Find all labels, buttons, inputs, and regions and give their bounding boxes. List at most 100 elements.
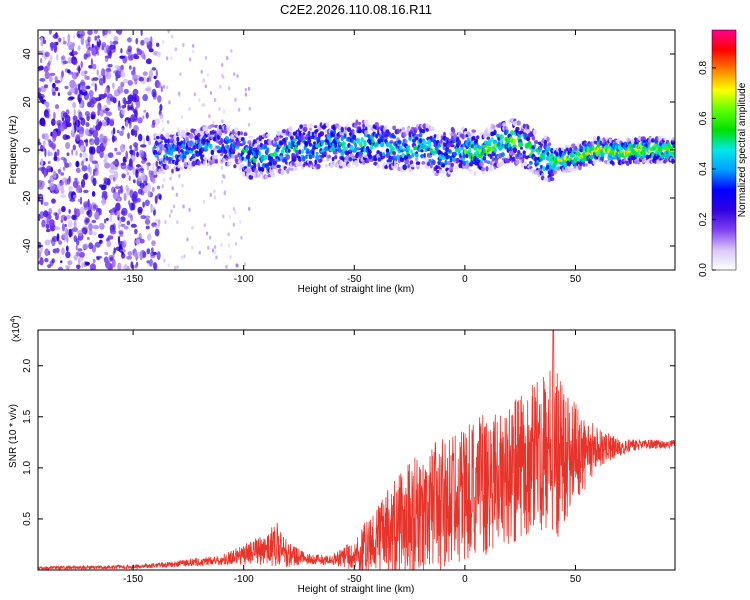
spectrogram-cell [53, 44, 58, 53]
spectrogram-cell [149, 251, 156, 257]
spectrogram-cell [520, 146, 523, 150]
spectrogram-cell [351, 161, 355, 166]
spectrogram-cell [94, 136, 100, 146]
spectrogram-cell [313, 141, 316, 145]
spectrogram-cell [102, 30, 106, 36]
spectrogram-cell [223, 190, 227, 194]
spectrogram-cell [202, 199, 206, 204]
spectrogram-cell [250, 170, 255, 176]
spectrogram-cell [141, 172, 146, 181]
spectrogram-cell [70, 129, 76, 138]
spectrogram-cell [78, 130, 84, 138]
spectrogram-cell [105, 217, 109, 221]
spectrogram-cell [58, 208, 62, 215]
snr-x-tick-label: 50 [570, 574, 582, 585]
spectrogram-cell [423, 153, 426, 158]
spectrogram-cell [481, 167, 485, 172]
spectrogram-y-tick-label: 40 [22, 48, 33, 60]
spectrogram-cell [52, 144, 56, 150]
spectrogram-cell [425, 123, 430, 129]
spectrogram-cell [204, 55, 208, 60]
spectrogram-cell [65, 142, 71, 149]
snr-x-tick-label: -150 [123, 574, 143, 585]
spectrogram-cell [301, 148, 304, 154]
spectrogram-cell [38, 68, 41, 72]
spectrogram-cell [77, 248, 83, 252]
spectrogram-cell [77, 198, 82, 203]
spectrogram-cell [219, 84, 222, 89]
spectrogram-cell [128, 57, 133, 61]
spectrogram-cell [188, 107, 191, 111]
spectrogram-cell [294, 145, 298, 152]
spectrogram-cell [63, 216, 67, 222]
spectrogram-cell [76, 264, 81, 270]
spectrogram-cell [153, 262, 158, 270]
spectrogram-cell [447, 149, 452, 153]
spectrogram-cell [377, 157, 382, 162]
spectrogram-cell [73, 122, 77, 126]
spectrogram-cell [72, 194, 77, 199]
spectrogram-cell [88, 223, 93, 231]
spectrogram-cell [91, 219, 97, 224]
spectrogram-cell [214, 155, 219, 160]
spectrogram-cell [133, 125, 139, 133]
spectrogram-cell [53, 111, 56, 120]
spectrogram-cell [243, 132, 248, 137]
spectrogram-cell [210, 124, 215, 128]
spectrogram-cell [105, 111, 113, 116]
spectrogram-cell [55, 41, 59, 46]
spectrogram-cell [52, 91, 56, 96]
colorbar-gradient [711, 29, 737, 271]
spectrogram-cell [105, 68, 110, 72]
spectrogram-cell [73, 207, 77, 216]
spectrogram-cell [349, 144, 354, 151]
spectrogram-cell [48, 74, 53, 83]
spectrogram-cell [222, 109, 226, 114]
spectrogram-x-label: Height of straight line (km) [298, 284, 415, 295]
spectrogram-cell [449, 165, 454, 172]
spectrogram-y-ticks: -40 -20 0 20 40 [22, 48, 675, 253]
spectrogram-cell [369, 158, 374, 162]
spectrogram-cell [115, 202, 121, 212]
spectrogram-cell [212, 121, 215, 125]
spectrogram-cell [92, 177, 97, 187]
spectrogram-cell [418, 138, 423, 144]
spectrogram-cell [248, 135, 253, 139]
spectrogram-cell [453, 133, 457, 139]
spectrogram-cell [315, 154, 319, 161]
spectrogram-cell [62, 40, 67, 45]
spectrogram-cell [57, 266, 64, 270]
spectrogram-cell [488, 142, 492, 147]
spectrogram-cell [304, 141, 309, 147]
spectrogram-cell [132, 66, 136, 72]
spectrogram-cell [491, 124, 496, 130]
spectrogram-cell [159, 104, 163, 111]
spectrogram-cell [81, 227, 88, 235]
spectrogram-cell [72, 180, 79, 188]
spectrogram-cell [97, 38, 100, 42]
spectrogram-cell [102, 197, 105, 206]
spectrogram-cell [325, 122, 330, 127]
spectrogram-cell [428, 142, 432, 148]
spectrogram-cell [58, 37, 62, 43]
spectrogram-cell [142, 115, 145, 120]
spectrogram-cell [50, 131, 53, 137]
spectrogram-cell [407, 146, 411, 152]
spectrogram-cell [129, 202, 135, 211]
spectrogram-y-tick-label: 0 [22, 147, 33, 153]
spectrogram-cell [75, 150, 78, 156]
spectrogram-cell [226, 56, 229, 61]
spectrogram-cell [396, 128, 400, 135]
spectrogram-cell [142, 201, 145, 208]
spectrogram-cell [598, 152, 602, 158]
spectrogram-cell [526, 136, 531, 142]
spectrogram-cell [121, 104, 126, 109]
spectrogram-cell [279, 142, 284, 146]
spectrogram-cell [158, 219, 161, 226]
spectrogram-cell [90, 58, 93, 67]
spectrogram-cell [112, 160, 118, 165]
spectrogram-cell [139, 238, 145, 244]
spectrogram-cell [72, 59, 78, 66]
spectrogram-cell [281, 149, 285, 154]
spectrogram-cell [93, 167, 99, 176]
